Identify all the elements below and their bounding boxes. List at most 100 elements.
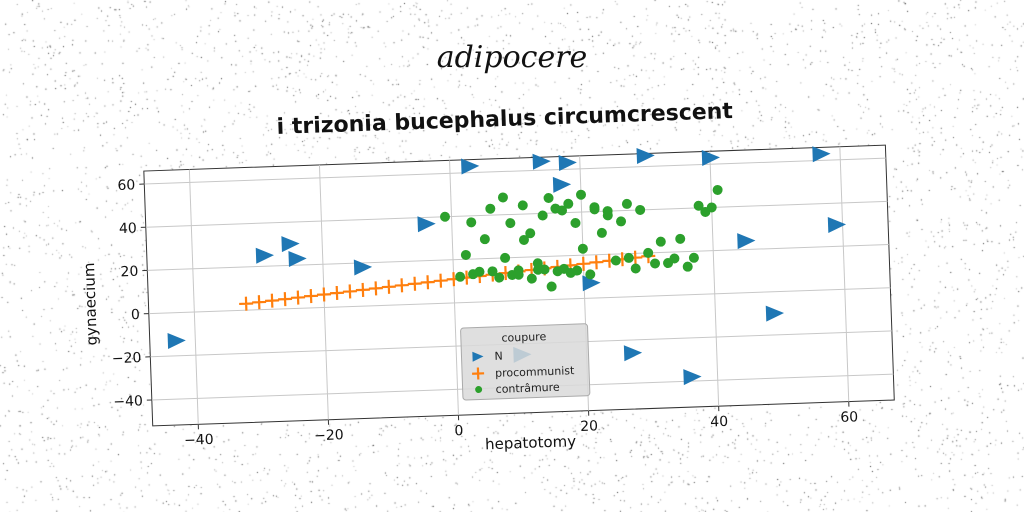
grid-line-y (145, 200, 888, 228)
figure-suptitle: adipocere (436, 40, 588, 75)
point-circle (557, 205, 568, 216)
point-triangle (558, 155, 577, 172)
point-triangle (353, 259, 373, 276)
legend-title: coupure (501, 330, 546, 345)
point-triangle (636, 148, 655, 165)
point-circle (518, 234, 529, 245)
point-triangle (765, 305, 785, 322)
point-triangle (288, 250, 307, 267)
x-tick-label: 40 (710, 414, 728, 431)
grid-line-x (188, 169, 199, 425)
legend: coupure N procommunist contrâmure (460, 323, 591, 401)
point-triangle (827, 217, 847, 234)
point-circle (497, 192, 508, 203)
x-tick-label: −40 (184, 432, 214, 449)
point-plus (589, 255, 604, 270)
y-tick-label: 20 (120, 264, 138, 281)
point-circle (517, 200, 528, 211)
point-circle (610, 255, 621, 266)
grid-line-x (449, 160, 459, 416)
chart-title: i trizonia bucephalus circumcrescent (276, 99, 734, 140)
point-circle (682, 261, 693, 272)
point-circle (505, 218, 516, 229)
point-plus (252, 295, 267, 310)
y-tick-label: 40 (119, 221, 137, 238)
x-axis-label: hepatotomy (485, 432, 577, 453)
point-plus (394, 278, 409, 293)
point-circle (479, 234, 490, 245)
point-plus (239, 296, 254, 311)
point-circle (526, 273, 537, 284)
point-circle (589, 204, 600, 215)
point-circle (485, 203, 496, 214)
point-circle (513, 269, 524, 280)
legend-marker-contramure (475, 386, 483, 394)
x-tick-label: 0 (454, 423, 463, 439)
point-triangle (461, 158, 480, 175)
point-triangle (701, 150, 720, 167)
legend-marker-procommunist (472, 367, 485, 380)
point-circle (500, 252, 511, 263)
point-triangle (532, 153, 551, 170)
point-circle (577, 243, 588, 254)
y-tick-label: 0 (131, 307, 140, 323)
point-circle (663, 258, 674, 269)
y-axis: −40 −20 0 20 40 60 (112, 177, 152, 410)
point-circle (623, 252, 634, 263)
point-circle (643, 247, 654, 258)
x-tick-label: −20 (314, 427, 344, 444)
point-circle (602, 206, 613, 217)
point-plus (576, 256, 591, 271)
point-circle (635, 204, 646, 215)
point-circle (537, 210, 548, 221)
point-circle (706, 202, 717, 213)
point-circle (650, 258, 661, 269)
point-plus (291, 290, 306, 305)
point-circle (563, 198, 574, 209)
point-plus (433, 273, 448, 288)
point-triangle (167, 333, 186, 350)
y-axis-label: gynaecium (80, 262, 101, 345)
point-plus (381, 279, 396, 294)
x-tick-label: 20 (580, 418, 598, 435)
point-circle (487, 266, 498, 277)
point-plus (316, 287, 332, 302)
point-circle (675, 233, 686, 244)
point-triangle (281, 236, 300, 253)
point-circle (440, 211, 451, 222)
point-plus (278, 292, 293, 307)
grid-line-x (839, 146, 850, 402)
data-marks (167, 146, 847, 386)
grid-line-y (147, 244, 889, 271)
y-tick-label: −20 (112, 350, 142, 367)
point-triangle (552, 176, 572, 193)
legend-label-n: N (494, 350, 503, 363)
point-circle (585, 269, 596, 280)
point-plus (329, 285, 344, 301)
point-triangle (623, 345, 643, 362)
point-triangle (683, 369, 702, 386)
point-circle (712, 184, 723, 195)
legend-label-contramure: contrâmure (495, 381, 560, 396)
grid-line-x (709, 151, 720, 407)
point-circle (543, 193, 554, 204)
point-plus (407, 276, 422, 291)
point-triangle (417, 216, 436, 233)
grid-line-y (148, 287, 891, 315)
point-circle (621, 198, 632, 209)
plot-area: −40 −20 0 20 40 60 −40 −20 0 20 40 60 hepatotomy g… (80, 144, 895, 453)
point-triangle (582, 275, 601, 292)
y-tick-label: 60 (117, 177, 135, 194)
point-circle (693, 200, 704, 211)
point-circle (655, 236, 666, 247)
point-circle (570, 218, 581, 229)
y-tick-label: −40 (113, 393, 143, 410)
x-tick-label: 60 (840, 409, 858, 426)
point-plus (303, 289, 319, 304)
point-circle (460, 249, 471, 260)
legend-marker-n (472, 351, 484, 362)
point-circle (468, 269, 479, 280)
point-plus (342, 284, 357, 299)
point-circle (688, 252, 699, 263)
